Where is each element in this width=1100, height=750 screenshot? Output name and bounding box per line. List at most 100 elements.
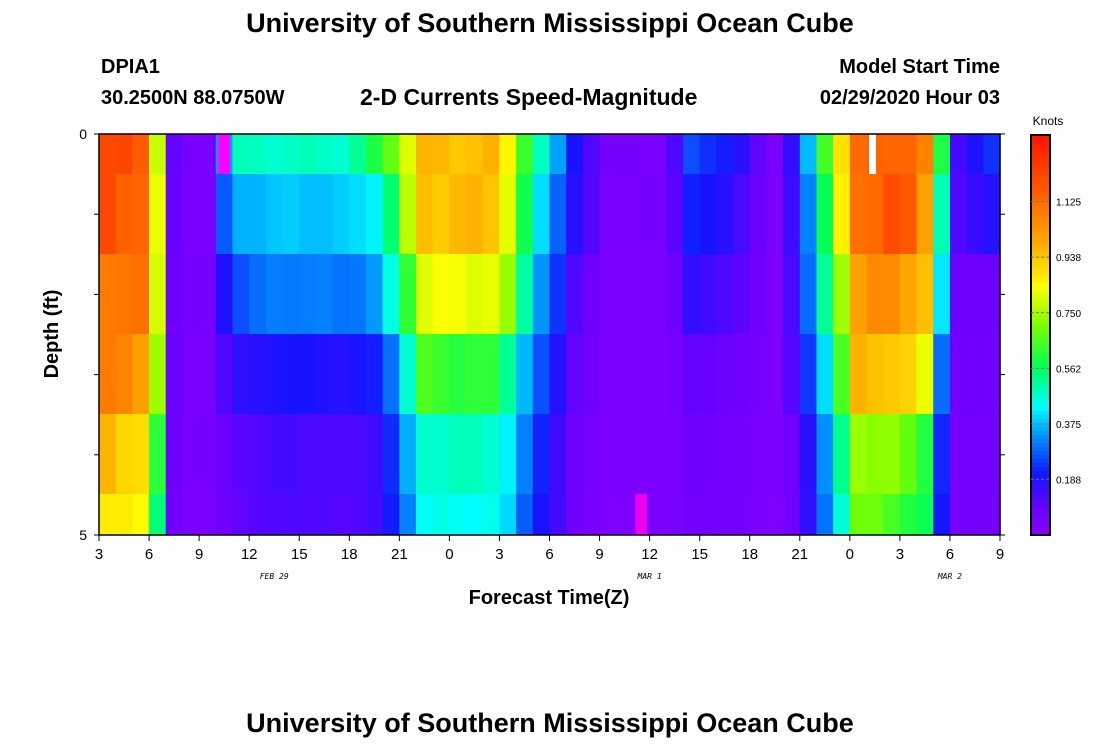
colorbar-tick-label: 0.375 <box>1056 420 1081 431</box>
heatmap-cell <box>482 334 501 414</box>
colorbar-segment <box>1031 271 1050 276</box>
heatmap-cell <box>783 134 801 174</box>
colorbar-segment <box>1031 527 1050 532</box>
heatmap-cell <box>182 414 200 494</box>
heatmap-cell <box>766 134 784 174</box>
colorbar-segment <box>1031 391 1050 396</box>
heatmap-cell <box>499 174 517 254</box>
x-axis-label: Forecast Time(Z) <box>469 587 630 609</box>
heatmap-cell <box>549 334 567 414</box>
heatmap-cell <box>416 174 434 254</box>
heatmap-cell <box>766 334 784 414</box>
colorbar-segment <box>1031 279 1050 284</box>
heatmap-cell <box>332 494 350 535</box>
colorbar-segment <box>1031 219 1050 224</box>
heatmap-cell <box>466 334 484 414</box>
heatmap-cell <box>199 414 217 494</box>
x-tick-label: 3 <box>495 546 503 563</box>
heatmap-cell <box>949 134 968 174</box>
heatmap-cell <box>232 334 250 414</box>
heatmap-cell <box>399 414 417 494</box>
heatmap-cell <box>399 334 417 414</box>
heatmap-cell <box>616 174 634 254</box>
heatmap-cell <box>499 334 517 414</box>
x-tick-label: 3 <box>896 546 904 563</box>
heatmap-cell <box>833 174 851 254</box>
heatmap-cell <box>716 494 734 535</box>
colorbar-segment <box>1031 287 1050 292</box>
heatmap-cell <box>849 254 868 334</box>
heatmap-cell <box>315 334 334 414</box>
colorbar-segment <box>1031 159 1050 164</box>
heatmap-cell <box>132 494 150 535</box>
colorbar-segment <box>1031 479 1050 484</box>
heatmap-cell <box>616 254 634 334</box>
heatmap-cell <box>466 414 484 494</box>
heatmap-cell <box>916 134 934 174</box>
heatmap-cell <box>466 494 484 535</box>
colorbar-segment <box>1031 199 1050 204</box>
heatmap-cell <box>315 134 334 174</box>
heatmap-cell <box>816 334 834 414</box>
heatmap-cell <box>382 174 400 254</box>
heatmap-cell <box>933 174 951 254</box>
heatmap-cell <box>699 334 717 414</box>
heatmap-cell <box>532 334 551 414</box>
heatmap-cell <box>949 414 968 494</box>
heatmap-cell <box>549 414 567 494</box>
heatmap-cell <box>215 254 234 334</box>
heatmap-cell <box>265 414 284 494</box>
heatmap-cell <box>682 254 701 334</box>
colorbar-segment <box>1031 319 1050 324</box>
heatmap-cell <box>265 334 284 414</box>
colorbar-segment <box>1031 499 1050 504</box>
heatmap-cell <box>466 134 484 174</box>
colorbar-segment <box>1031 231 1050 236</box>
x-tick-label: 0 <box>445 546 453 563</box>
colorbar-segment <box>1031 435 1050 440</box>
heatmap-cell <box>916 254 934 334</box>
heatmap-cell <box>349 254 367 334</box>
colorbar-segment <box>1031 299 1050 304</box>
heatmap-cell <box>365 334 384 414</box>
heatmap-cell <box>249 254 267 334</box>
heatmap-cell <box>132 414 150 494</box>
heatmap-cell <box>733 174 751 254</box>
y-tick-label: 5 <box>79 527 87 543</box>
heatmap-cell <box>866 494 884 535</box>
colorbar-segment <box>1031 303 1050 308</box>
colorbar-segment <box>1031 423 1050 428</box>
heatmap-cell <box>599 494 617 535</box>
colorbar-segment <box>1031 179 1050 184</box>
colorbar-segment <box>1031 155 1050 160</box>
colorbar-segment <box>1031 415 1050 420</box>
heatmap-cell <box>933 414 951 494</box>
heatmap-cell <box>566 494 584 535</box>
heatmap-highlight-cell <box>218 134 230 174</box>
colorbar-segment <box>1031 383 1050 388</box>
heatmap-cell <box>466 254 484 334</box>
heatmap-cell <box>315 414 334 494</box>
colorbar-segment <box>1031 335 1050 340</box>
colorbar-segment <box>1031 347 1050 352</box>
heatmap-cell <box>165 174 184 254</box>
colorbar-segment <box>1031 163 1050 168</box>
heatmap-cell <box>966 174 984 254</box>
heatmap-cell <box>399 134 417 174</box>
heatmap-cell <box>682 134 701 174</box>
heatmap-cell <box>799 174 818 254</box>
heatmap-cell <box>332 414 350 494</box>
heatmap-cell <box>332 174 350 254</box>
heatmap-cell <box>699 414 717 494</box>
heatmap-cell <box>733 134 751 174</box>
colorbar-segment <box>1031 351 1050 356</box>
x-tick-label: 3 <box>95 546 103 563</box>
heatmap-cell <box>382 494 400 535</box>
chart-title: 2-D Currents Speed-Magnitude <box>360 84 698 110</box>
heatmap-cell <box>249 134 267 174</box>
heatmap-cell <box>699 254 717 334</box>
heatmap-cell <box>115 334 133 414</box>
heatmap-cell <box>332 134 350 174</box>
colorbar-segment <box>1031 139 1050 144</box>
heatmap-cell <box>482 414 501 494</box>
